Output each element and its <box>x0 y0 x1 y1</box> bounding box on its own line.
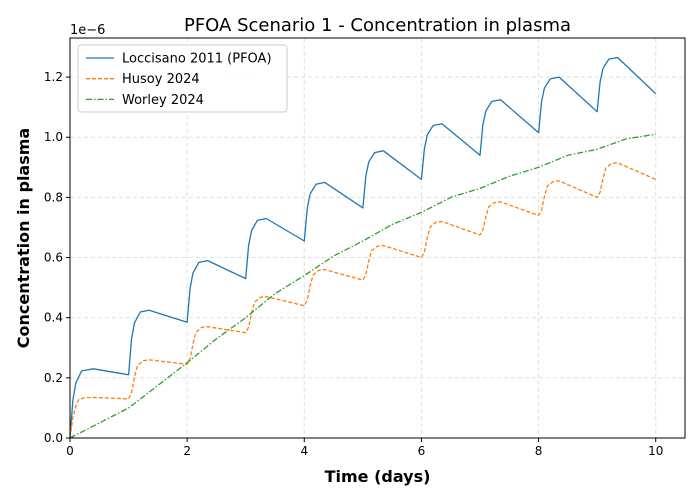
series-line-1 <box>69 162 656 439</box>
series-line-0 <box>69 56 657 439</box>
legend-box <box>77 44 288 113</box>
y-axis-label: Concentration in plasma <box>14 128 33 348</box>
x-tick-label: 8 <box>535 444 543 458</box>
y-tick-label: 1.0 <box>44 130 63 144</box>
x-axis-label: Time (days) <box>325 467 431 486</box>
ticks: 0 2 4 6 8 10 0.0 0.2 0.4 0.6 0.8 1.0 1.2 <box>44 70 663 458</box>
series-line-2 <box>69 133 656 439</box>
y-tick-label: 0.6 <box>44 251 63 265</box>
legend-label: Husoy 2024 <box>122 72 200 87</box>
y-tick-label: 1.2 <box>44 70 63 84</box>
legend: Loccisano 2011 (PFOA) Husoy 2024 Worley 20… <box>77 44 288 113</box>
series-group <box>69 56 657 439</box>
chart-title: PFOA Scenario 1 - Concentration in plasm… <box>184 15 571 36</box>
x-tick-label: 10 <box>648 444 663 458</box>
y-tick-label: 0.0 <box>44 431 63 445</box>
y-tick-label: 0.8 <box>44 190 63 204</box>
y-tick-label: 0.4 <box>44 311 63 325</box>
x-tick-label: 6 <box>418 444 426 458</box>
y-offset-text: 1e−6 <box>70 23 105 38</box>
legend-label: Worley 2024 <box>122 93 204 108</box>
x-tick-label: 4 <box>300 444 308 458</box>
x-tick-label: 0 <box>66 444 74 458</box>
legend-label: Loccisano 2011 (PFOA) <box>122 52 272 67</box>
y-tick-label: 0.2 <box>44 371 63 385</box>
x-tick-label: 2 <box>183 444 191 458</box>
plot-frame <box>69 37 686 439</box>
